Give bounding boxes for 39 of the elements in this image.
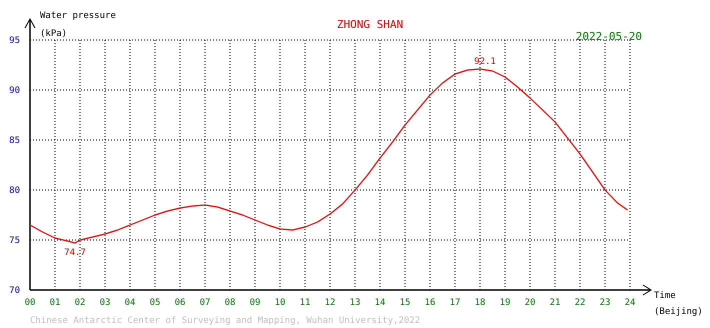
x-tick-label: 21 <box>550 298 560 308</box>
annotation: 92.1 <box>474 57 496 67</box>
x-tick-label: 14 <box>374 298 386 308</box>
y-tick-label: 70 <box>9 286 20 296</box>
chart-title: ZHONG SHAN <box>336 18 404 31</box>
x-tick-label: 01 <box>50 298 60 308</box>
line-series <box>29 68 628 244</box>
y-tick-label: 75 <box>9 236 20 246</box>
x-tick-label: 07 <box>200 298 210 308</box>
x-tick-label: 11 <box>300 298 310 308</box>
x-tick-label: 08 <box>224 298 236 308</box>
x-tick-label: 22 <box>574 298 586 308</box>
x-tick-label: 17 <box>450 298 460 308</box>
x-axis-title: Time (Beijing) <box>654 291 703 317</box>
y-tick-label: 85 <box>9 136 20 146</box>
x-tick-label: 06 <box>174 298 186 308</box>
x-tick-label: 23 <box>600 298 610 308</box>
x-tick-label: 04 <box>124 298 136 308</box>
x-tick-label: 13 <box>350 298 360 308</box>
annotation: 74.7 <box>64 248 86 258</box>
x-tick-label: 12 <box>324 298 336 308</box>
y-tick-label: 90 <box>9 86 20 96</box>
x-tick-label: 24 <box>624 298 636 308</box>
y-axis-title: Water pressure (kPa) <box>40 11 116 39</box>
x-tick-label: 20 <box>524 298 536 308</box>
x-tick-label: 09 <box>250 298 260 308</box>
x-tick-label: 15 <box>400 298 410 308</box>
x-tick-label: 00 <box>24 298 36 308</box>
x-tick-label: 19 <box>500 298 510 308</box>
x-tick-label: 10 <box>274 298 286 308</box>
y-tick-label: 95 <box>9 36 20 46</box>
text: Chinese Antarctic Center of Surveying and Mapping, Wuhan University,2022 <box>30 316 420 326</box>
chart-subtitle: 2022-05-20 <box>576 30 642 43</box>
y-tick-label: 80 <box>9 186 20 196</box>
x-tick-label: 03 <box>100 298 110 308</box>
x-tick-label: 16 <box>424 298 436 308</box>
x-tick-label: 02 <box>74 298 86 308</box>
x-tick-label: 18 <box>474 298 486 308</box>
x-tick-label: 05 <box>150 298 160 308</box>
